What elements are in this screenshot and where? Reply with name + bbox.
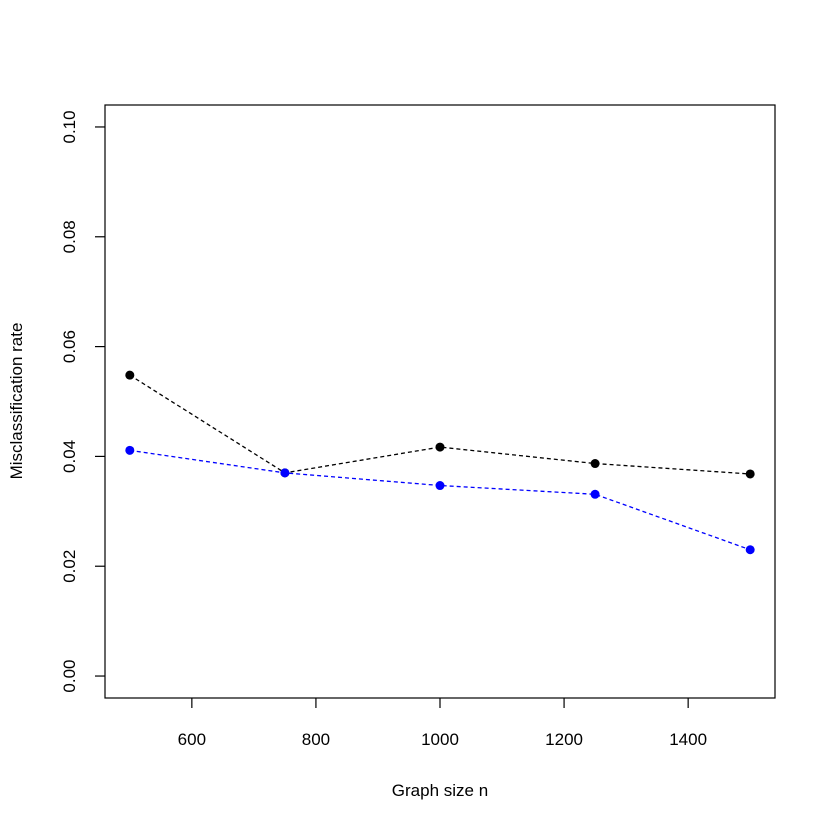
series-1-point <box>125 370 135 380</box>
series-1-point <box>435 442 445 452</box>
y-tick-label: 0.02 <box>60 550 79 583</box>
series-2-point <box>125 445 135 455</box>
series-2-point <box>590 489 600 499</box>
series-2-point <box>280 468 290 478</box>
y-tick-label: 0.10 <box>60 110 79 143</box>
series-1-point <box>745 469 755 479</box>
series-1-point <box>590 459 600 469</box>
y-tick-label: 0.06 <box>60 330 79 363</box>
x-axis: 600 800 1000 1200 1400 <box>178 698 707 749</box>
x-axis-label: Graph size n <box>392 781 488 800</box>
x-tick-label: 600 <box>178 730 206 749</box>
series-2-point <box>745 545 755 555</box>
y-tick-label: 0.04 <box>60 440 79 473</box>
series-layer <box>125 370 755 555</box>
x-tick-label: 1000 <box>421 730 459 749</box>
series-2-line <box>129 449 751 551</box>
y-tick-label: 0.00 <box>60 659 79 692</box>
y-axis: 0.00 0.02 0.04 0.06 0.08 0.10 <box>60 110 105 693</box>
y-tick-label: 0.08 <box>60 220 79 253</box>
x-tick-label: 1200 <box>545 730 583 749</box>
x-tick-label: 1400 <box>669 730 707 749</box>
plot-frame <box>104 104 776 699</box>
y-axis-label: Misclassification rate <box>7 323 26 480</box>
series-1-line <box>129 374 751 475</box>
x-tick-label: 800 <box>302 730 330 749</box>
series-2-point <box>435 481 445 491</box>
